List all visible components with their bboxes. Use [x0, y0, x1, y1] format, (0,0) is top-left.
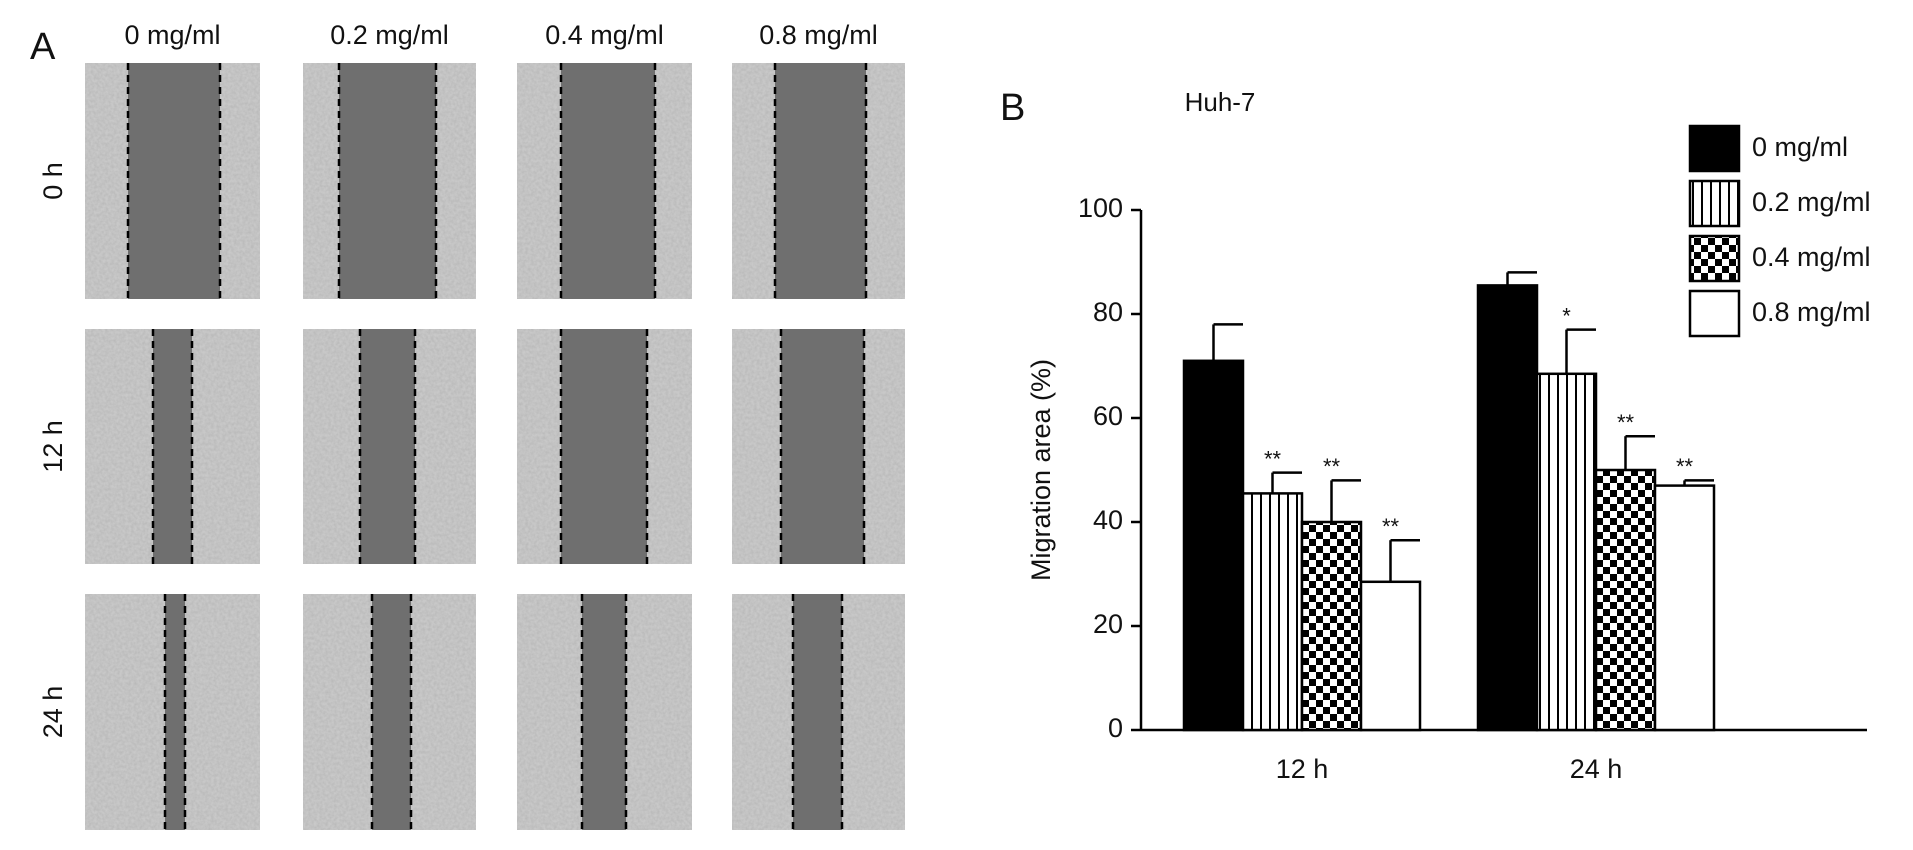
wound-gap [372, 594, 411, 830]
wound-gap [339, 63, 436, 299]
legend-swatch [1688, 124, 1741, 173]
significance: * [1562, 303, 1571, 328]
wound-gap [561, 63, 655, 299]
column-header: 0.8 mg/ml [759, 20, 878, 50]
bar [1359, 580, 1422, 732]
column-header: 0.4 mg/ml [545, 20, 664, 50]
y-tick-label: 0 [1108, 713, 1123, 743]
significance: ** [1264, 446, 1282, 471]
wound-gap [793, 594, 842, 830]
column-header: 0.2 mg/ml [330, 20, 449, 50]
significance: ** [1676, 454, 1694, 479]
x-tick-label: 24 h [1570, 754, 1623, 784]
bar [1182, 359, 1245, 732]
legend-label: 0 mg/ml [1752, 132, 1848, 162]
chart-title: Huh-7 [1185, 87, 1256, 117]
y-tick-label: 60 [1093, 401, 1123, 431]
wound-gap [128, 63, 220, 299]
panel-label: A [30, 26, 56, 68]
y-tick-label: 80 [1093, 297, 1123, 327]
bar [1594, 468, 1657, 732]
significance: ** [1617, 410, 1635, 435]
legend-swatch [1688, 234, 1741, 283]
wound-gap [582, 594, 626, 830]
wound-gap [775, 63, 866, 299]
column-header: 0 mg/ml [124, 20, 220, 50]
y-tick-label: 100 [1078, 193, 1123, 223]
legend-swatch [1688, 179, 1741, 228]
x-tick-label: 12 h [1276, 754, 1329, 784]
significance: ** [1323, 454, 1341, 479]
y-tick-label: 20 [1093, 609, 1123, 639]
bar [1653, 484, 1716, 732]
bar [1535, 372, 1598, 732]
micrographs [85, 63, 905, 830]
legend-label: 0.8 mg/ml [1752, 297, 1871, 327]
bar [1241, 492, 1304, 732]
significance: ** [1382, 514, 1400, 539]
row-label: 12 h [38, 420, 68, 473]
wound-gap [360, 329, 415, 564]
legend-swatch [1688, 289, 1741, 338]
wound-gap [165, 594, 185, 830]
wound-gap [561, 329, 647, 564]
legend-label: 0.2 mg/ml [1752, 187, 1871, 217]
bar [1476, 284, 1539, 732]
panel-label: B [1000, 87, 1025, 129]
y-tick-label: 40 [1093, 505, 1123, 535]
bar [1300, 520, 1363, 732]
row-label: 0 h [38, 162, 68, 200]
wound-gap [781, 329, 864, 564]
y-axis-label: Migration area (%) [1026, 359, 1056, 581]
legend-label: 0.4 mg/ml [1752, 242, 1871, 272]
row-label: 24 h [38, 686, 68, 739]
wound-gap [153, 329, 192, 564]
